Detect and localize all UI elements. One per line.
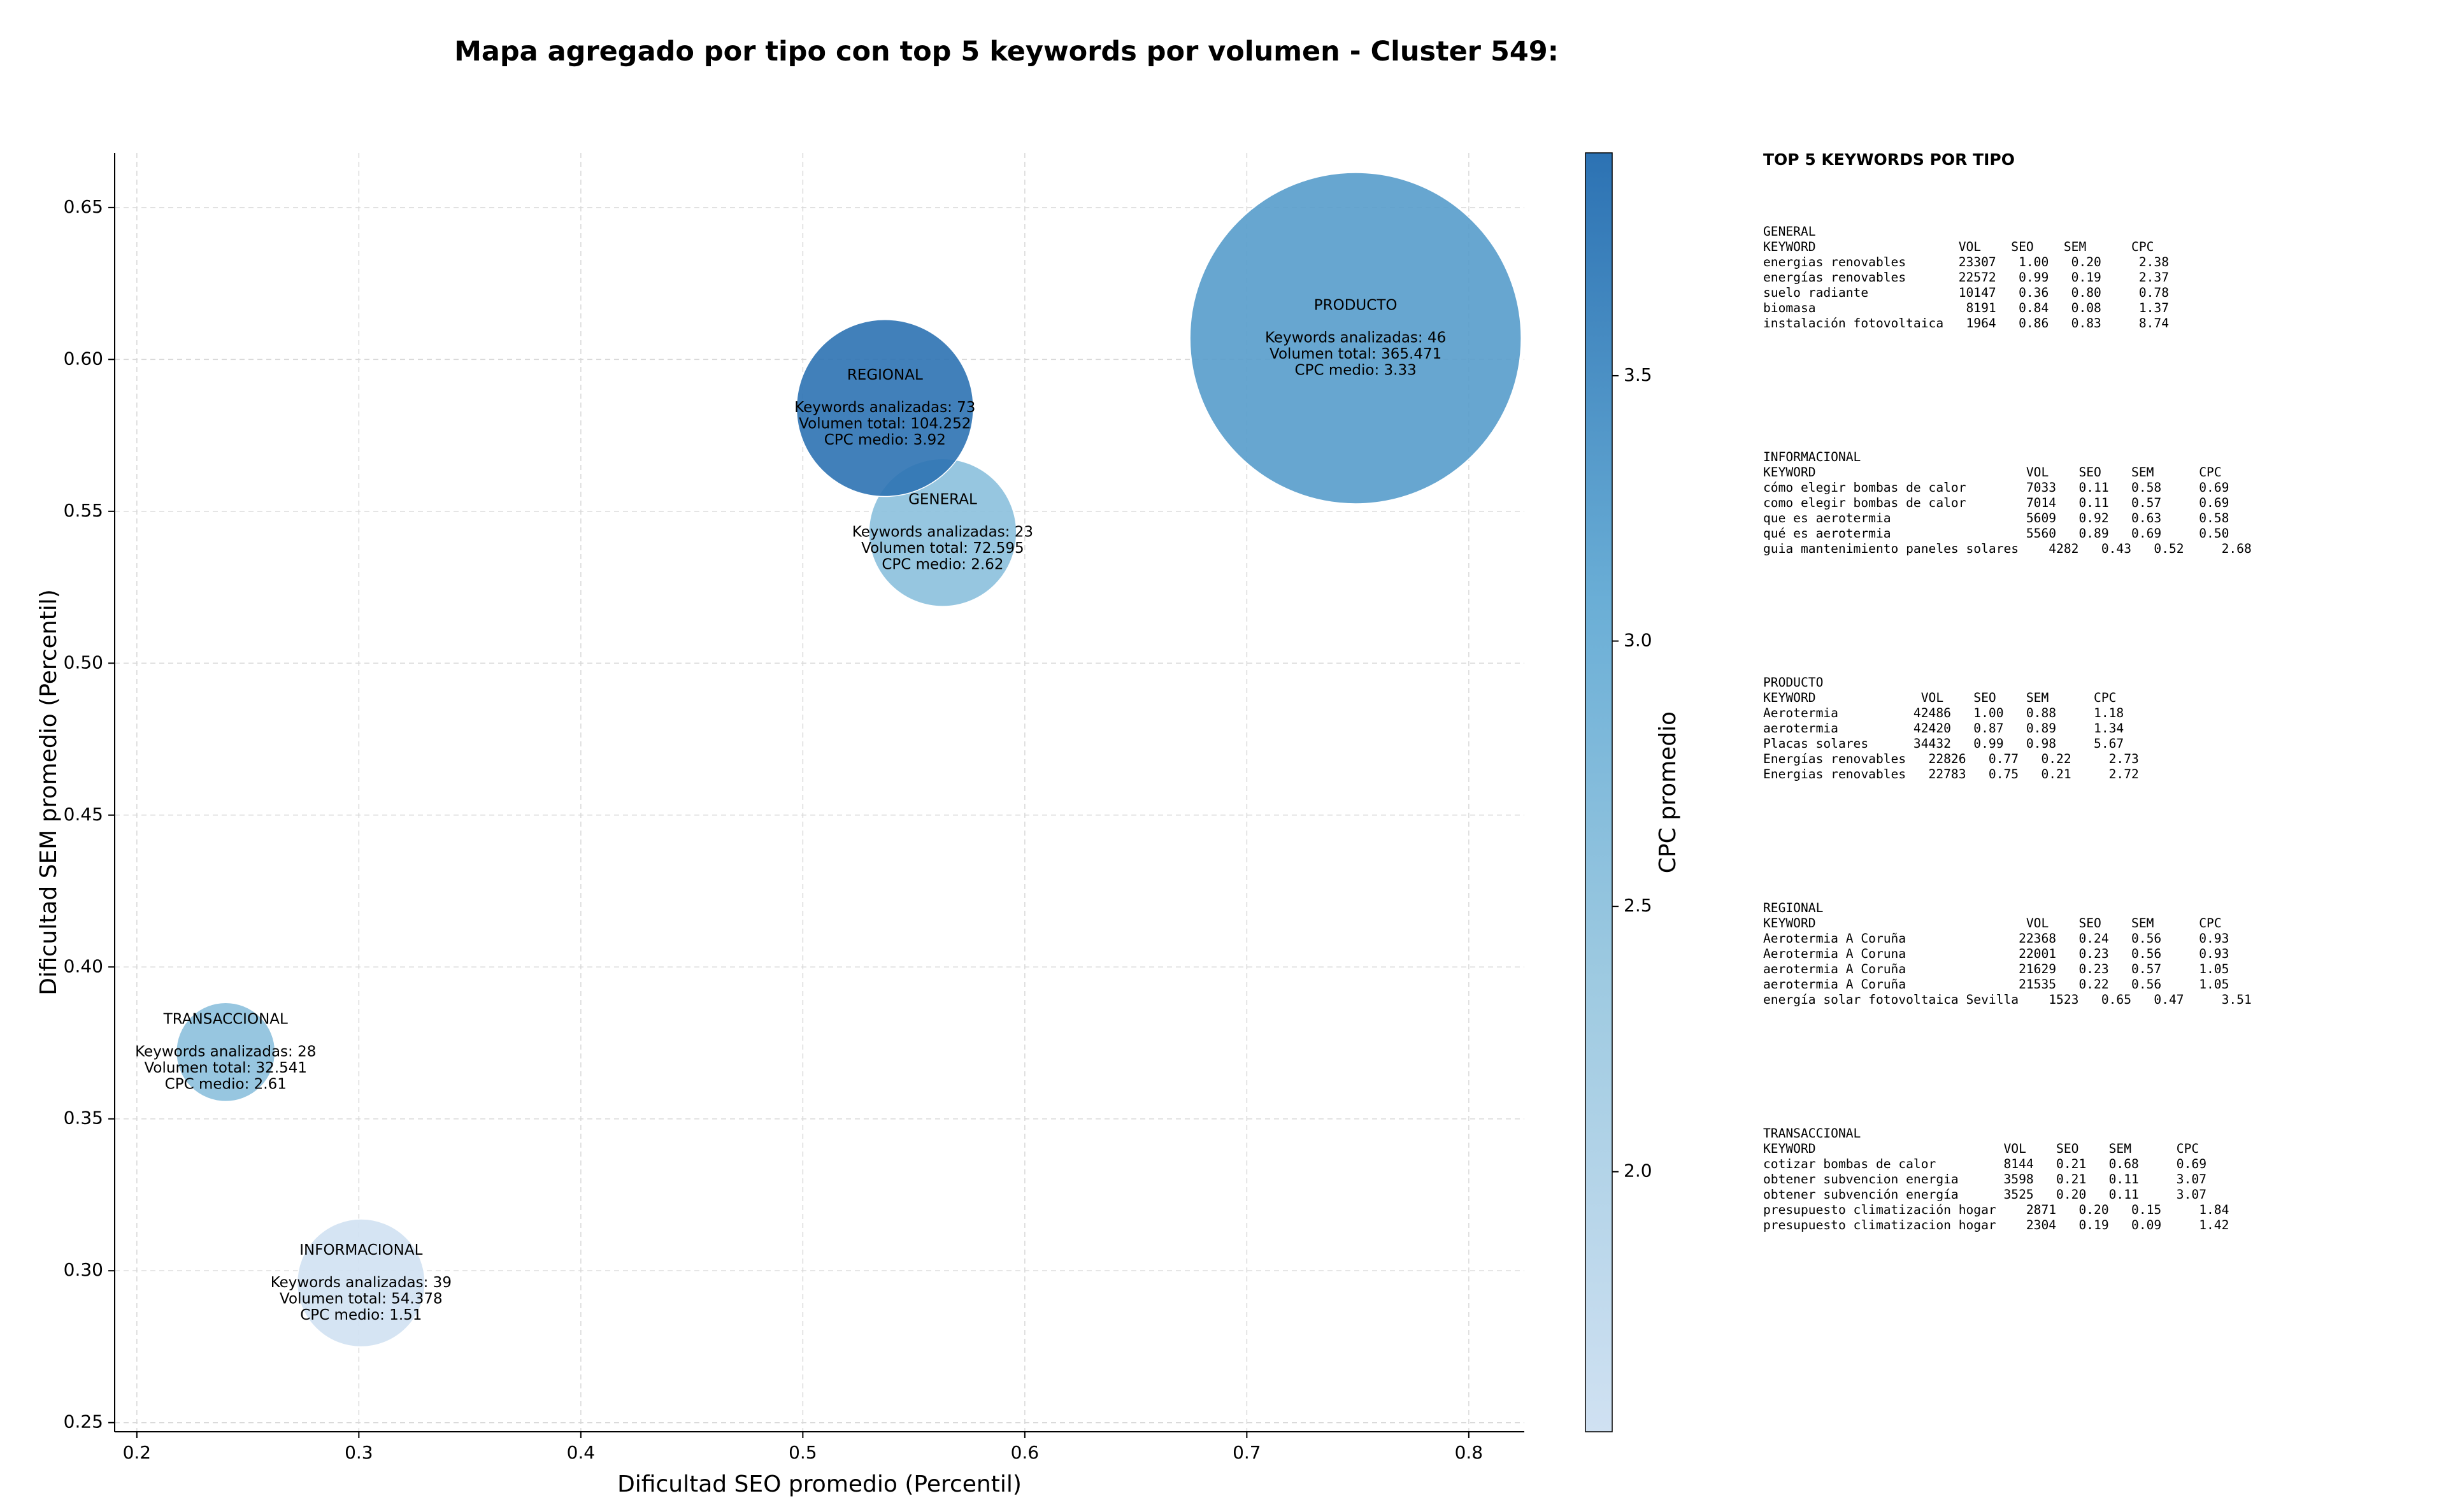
chart-title: Mapa agregado por tipo con top 5 keyword… bbox=[454, 36, 1559, 68]
y-tick-label: 0.60 bbox=[64, 348, 103, 369]
bubble-label-transaccional: TRANSACCIONAL bbox=[163, 1011, 288, 1027]
keyword-table-general: GENERAL KEYWORD VOL SEO SEM CPC energias… bbox=[1763, 224, 2170, 331]
x-tick-label: 0.5 bbox=[789, 1442, 817, 1463]
bubble-label-informacional: Keywords analizadas: 39 bbox=[271, 1274, 452, 1291]
colorbar-tick-label: 3.5 bbox=[1624, 364, 1652, 385]
bubble-label-producto: Volumen total: 365.471 bbox=[1269, 346, 1441, 362]
bubble-label-producto: Keywords analizadas: 46 bbox=[1265, 329, 1446, 346]
x-tick-label: 0.4 bbox=[567, 1442, 596, 1463]
bubble-label-transaccional: Keywords analizadas: 28 bbox=[135, 1043, 316, 1060]
bubble-label-informacional: CPC medio: 1.51 bbox=[300, 1307, 422, 1323]
keyword-table-producto: PRODUCTO KEYWORD VOL SEO SEM CPC Aeroter… bbox=[1763, 675, 2139, 781]
y-tick-label: 0.25 bbox=[64, 1411, 103, 1432]
bubble-producto bbox=[1189, 172, 1522, 504]
bubble-regional bbox=[796, 319, 974, 497]
bubble-label-regional: CPC medio: 3.92 bbox=[824, 432, 946, 448]
bubble-label-regional: Keywords analizadas: 73 bbox=[794, 399, 975, 416]
keyword-table-informacional: INFORMACIONAL KEYWORD VOL SEO SEM CPC có… bbox=[1763, 450, 2252, 556]
x-axis-title: Dificultad SEO promedio (Percentil) bbox=[617, 1471, 1022, 1497]
y-tick-label: 0.50 bbox=[64, 652, 103, 673]
bubble-informacional bbox=[296, 1218, 426, 1348]
y-tick-label: 0.55 bbox=[64, 500, 103, 521]
colorbar-tick-label: 3.0 bbox=[1624, 630, 1652, 651]
bubble-label-transaccional: CPC medio: 2.61 bbox=[165, 1076, 287, 1092]
bubble-label-general: GENERAL bbox=[908, 492, 977, 508]
top-keywords-panel: TOP 5 KEYWORDS POR TIPO GENERAL KEYWORD … bbox=[1763, 150, 2426, 1271]
bubble-label-producto: CPC medio: 3.33 bbox=[1295, 362, 1417, 378]
x-tick-label: 0.6 bbox=[1011, 1442, 1040, 1463]
colorbar-tick-label: 2.5 bbox=[1624, 895, 1652, 916]
y-tick-label: 0.45 bbox=[64, 804, 103, 825]
colorbar-tick-label: 2.0 bbox=[1624, 1160, 1652, 1181]
bubble-label-regional: Volumen total: 104.252 bbox=[799, 416, 971, 432]
bubble-label-general: CPC medio: 2.62 bbox=[882, 557, 1003, 573]
x-tick-label: 0.8 bbox=[1455, 1442, 1484, 1463]
x-tick-label: 0.7 bbox=[1233, 1442, 1261, 1463]
colorbar-title: CPC promedio bbox=[1655, 711, 1681, 873]
x-tick-label: 0.2 bbox=[123, 1442, 152, 1463]
bubble-label-regional: REGIONAL bbox=[847, 367, 923, 383]
bubble-label-general: Volumen total: 72.595 bbox=[861, 540, 1024, 557]
y-tick-label: 0.30 bbox=[64, 1259, 103, 1280]
bubble-label-informacional: Volumen total: 54.378 bbox=[280, 1290, 443, 1307]
bubble-label-general: Keywords analizadas: 23 bbox=[852, 524, 1033, 541]
y-tick-label: 0.35 bbox=[64, 1108, 103, 1129]
y-tick-label: 0.40 bbox=[64, 955, 103, 976]
panel-heading: TOP 5 KEYWORDS POR TIPO bbox=[1763, 150, 2015, 169]
bubble-label-informacional: INFORMACIONAL bbox=[299, 1242, 422, 1259]
bubble-transaccional bbox=[175, 1002, 276, 1102]
keyword-table-transaccional: TRANSACCIONAL KEYWORD VOL SEO SEM CPC co… bbox=[1763, 1126, 2229, 1232]
grid-lines bbox=[115, 153, 1524, 1432]
x-tick-label: 0.3 bbox=[345, 1442, 373, 1463]
keyword-table-regional: REGIONAL KEYWORD VOL SEO SEM CPC Aeroter… bbox=[1763, 901, 2252, 1007]
colorbar bbox=[1585, 152, 1613, 1432]
bubble-label-transaccional: Volumen total: 32.541 bbox=[144, 1060, 307, 1076]
y-tick-label: 0.65 bbox=[64, 196, 103, 217]
y-axis-title: Dificultad SEM promedio (Percentil) bbox=[36, 589, 62, 995]
bubble-label-producto: PRODUCTO bbox=[1314, 297, 1398, 313]
